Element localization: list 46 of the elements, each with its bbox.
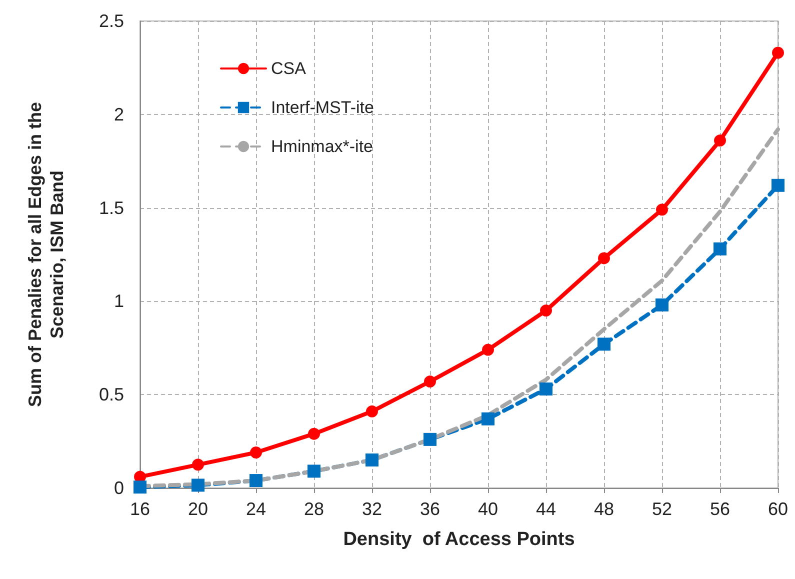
x-tick-label: 16 [130, 499, 150, 519]
x-tick-label: 44 [536, 499, 556, 519]
point [656, 204, 668, 216]
y-tick-label: 0.5 [98, 384, 124, 405]
point [772, 178, 784, 192]
y-tick-label: 2.5 [98, 11, 124, 31]
x-tick-label: 40 [478, 499, 498, 519]
x-tick-label: 36 [420, 499, 440, 519]
point [308, 464, 320, 478]
x-tick-label: 48 [594, 499, 614, 519]
point [482, 344, 494, 356]
point [134, 480, 146, 494]
x-tick-label: 32 [362, 499, 382, 519]
x-axis-title: Density of Access Points [343, 529, 575, 550]
x-tick-label: 56 [710, 499, 730, 519]
y-tick-label: 0 [114, 478, 124, 498]
point [192, 478, 204, 492]
point [772, 46, 784, 59]
point [714, 134, 726, 147]
x-tick-label: 60 [768, 499, 788, 519]
point [250, 446, 262, 459]
x-tick-label: 20 [188, 499, 208, 519]
point [366, 405, 378, 418]
legend-label: CSA [271, 59, 307, 78]
y-tick-label: 1 [114, 291, 124, 312]
point [540, 304, 552, 317]
point [598, 338, 610, 351]
point [308, 428, 320, 440]
point [192, 458, 204, 471]
point [250, 474, 262, 488]
point [424, 432, 436, 446]
point [598, 252, 610, 264]
point [482, 412, 494, 426]
point [540, 382, 552, 396]
point [424, 376, 436, 388]
x-tick-label: 28 [304, 499, 324, 519]
legend-label: Hminmax*-ite [271, 137, 374, 156]
legend-label: Interf-MST-ite [271, 98, 374, 117]
y-tick-label: 1.5 [98, 198, 124, 218]
y-tick-label: 2 [114, 104, 124, 124]
point [656, 298, 668, 312]
x-tick-label: 52 [652, 499, 672, 519]
x-tick-label: 24 [246, 499, 266, 519]
point [366, 453, 378, 466]
y-axis-title: Sum of Penalies for all Edges in the Scenario, ISM Band [25, 102, 67, 408]
point [714, 242, 726, 256]
